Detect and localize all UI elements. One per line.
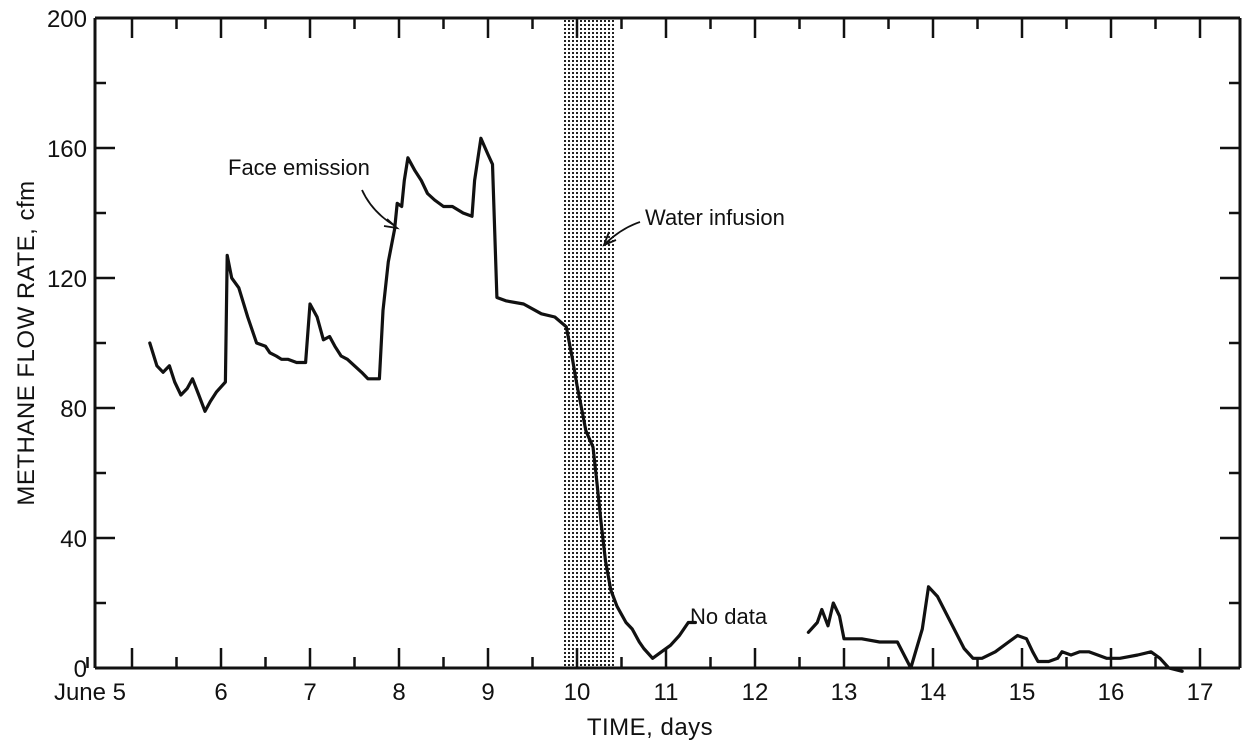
x-tick-label: 15	[1009, 679, 1036, 706]
x-tick-label: 13	[831, 679, 858, 706]
y-tick-label: 160	[47, 136, 87, 163]
x-axis-title: TIME, days	[587, 714, 713, 741]
y-tick-label: 40	[60, 526, 87, 553]
x-tick-label: June 5	[54, 679, 126, 706]
x-tick-label: 11	[654, 679, 679, 706]
annotation-water-infusion: Water infusion	[645, 205, 785, 230]
x-tick-label: 17	[1187, 679, 1214, 706]
water-infusion-arrowhead	[602, 231, 617, 247]
x-axis-ticks: June 5 6 7 8 9 10 11 12 13 14 15 16 17	[54, 18, 1213, 706]
y-tick-label: 80	[60, 396, 87, 423]
annotations: Face emission Water infusion No data	[228, 155, 785, 629]
annotation-face-emission: Face emission	[228, 155, 370, 180]
y-tick-label: 0	[74, 656, 87, 683]
methane-series	[148, 136, 1184, 673]
x-tick-label: 9	[481, 679, 494, 706]
x-tick-label: 6	[214, 679, 227, 706]
annotation-no-data: No data	[690, 604, 768, 629]
x-tick-label: 14	[920, 679, 947, 706]
plot-frame	[93, 16, 1242, 670]
x-tick-label: 12	[742, 679, 769, 706]
methane-flow-line-segment-2	[806, 585, 1184, 673]
y-tick-label: 200	[47, 6, 87, 33]
face-emission-arrowhead	[383, 218, 400, 230]
y-axis-title: METHANE FLOW RATE, cfm	[13, 180, 40, 505]
water-infusion-leader	[605, 221, 641, 244]
methane-flow-line-segment-1	[148, 136, 697, 660]
x-tick-label: 8	[392, 679, 405, 706]
x-tick-label: 16	[1098, 679, 1125, 706]
y-axis-ticks: 0 40 80 120 160 200	[47, 6, 1240, 683]
x-tick-label: 10	[564, 679, 591, 706]
x-tick-label: 7	[303, 679, 316, 706]
y-tick-label: 120	[47, 266, 87, 293]
